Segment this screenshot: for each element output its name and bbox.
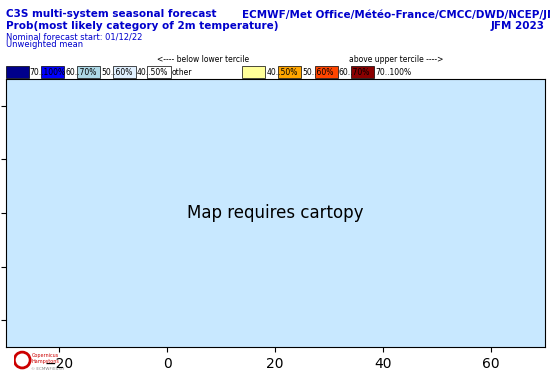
Text: other: other [172,67,192,77]
Text: 70..100%: 70..100% [30,67,66,77]
Text: above upper tercile ---->: above upper tercile ----> [349,55,443,64]
Text: 60..70%: 60..70% [65,67,97,77]
Text: Prob(most likely category of 2m temperature): Prob(most likely category of 2m temperat… [6,21,278,31]
Text: 50..60%: 50..60% [302,67,333,77]
Text: <---- below lower tercile: <---- below lower tercile [157,55,250,64]
Text: ECMWF/Met Office/Météo-France/CMCC/DWD/NCEP/JMA/ECCC: ECMWF/Met Office/Météo-France/CMCC/DWD/N… [242,9,550,20]
Text: Map requires cartopy: Map requires cartopy [187,204,363,222]
Text: C3S multi-system seasonal forecast: C3S multi-system seasonal forecast [6,9,216,20]
Text: 40..50%: 40..50% [137,67,168,77]
Text: Nominal forecast start: 01/12/22: Nominal forecast start: 01/12/22 [6,32,142,41]
Text: 70..100%: 70..100% [375,67,411,77]
Text: 40..50%: 40..50% [266,67,298,77]
Text: Copernicus
Hampstons: Copernicus Hampstons [31,353,59,364]
Text: JFM 2023: JFM 2023 [491,21,544,31]
Text: 60..70%: 60..70% [339,67,370,77]
Text: Unweighted mean: Unweighted mean [6,40,82,49]
Text: 50..60%: 50..60% [101,67,133,77]
Text: © ECMWF/Euref: © ECMWF/Euref [31,367,64,371]
